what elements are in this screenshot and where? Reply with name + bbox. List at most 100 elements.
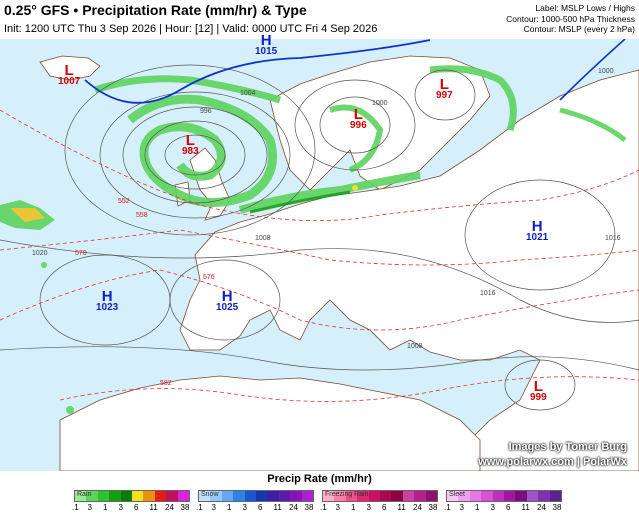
thickness-line-2 [0,229,639,266]
pressure-value: 1021 [526,232,549,243]
pressure-value: 983 [182,146,199,157]
pressure-letter: L [185,132,195,149]
map-subtitle: Init: 1200 UTC Thu 3 Sep 2026 | Hour: [1… [4,23,378,35]
pressure-center-h-1025: H 1025 [216,288,238,313]
isobar-label: 1016 [480,290,496,297]
precip-ne [429,65,517,132]
land-masses [39,55,639,471]
thickness-label: 552 [118,198,130,205]
precip-cell-1 [41,262,47,268]
isobar-ring-2 [144,120,246,190]
precip-legend: Precip Rate (mm/hr) Rain .1 3 1 3 6 11 24 38 Sn… [0,471,639,522]
contour-legend: Label: MSLP Lows / Highs Contour: 1000-5… [506,3,635,35]
isobar-ring-11 [464,179,616,291]
precip-scandinavia [329,104,384,173]
pressure-value: 1007 [58,76,81,87]
precip-atlantic-core [10,208,45,222]
colorbar-rain-label: Rain [77,491,92,498]
isobar-ring-10 [169,259,281,341]
land-continent [179,69,639,471]
weather-map [0,39,639,471]
isobar-line-1 [0,239,639,323]
isobar-ring-5 [64,64,316,236]
isobar-label: 1000 [372,100,388,107]
isobar-ring-8 [414,69,476,121]
precip-band-inner [249,190,351,214]
pressure-value: 1023 [96,302,119,313]
thickness-line-3 [0,269,639,331]
pressure-value: 996 [350,120,367,131]
front-line [84,39,431,104]
colorbar-snow [198,490,314,502]
pressure-value: 1015 [255,46,278,57]
colorbar-snow-label: Snow [201,491,219,498]
pressure-center-l-983: L 983 [182,132,199,157]
pressure-value: 999 [530,392,547,403]
colorbar-freezing-rain-label: Freezing Rain [325,491,369,498]
precip-areas [0,65,627,414]
isobar-line-2 [0,346,639,371]
thickness-contours [0,109,639,402]
pressure-letter: L [533,378,543,395]
pressure-center-h-1023: H 1023 [96,288,118,313]
colorbar-freezing-rain [322,490,438,502]
pressure-center-l-1007: L 1007 [58,62,80,87]
isobar-label: 1020 [32,250,48,257]
isobar-label: 1008 [255,235,271,242]
credit-author: Images by Tomer Burg [508,441,627,453]
isobar-ring-6 [319,96,391,154]
pressure-letter: H [260,32,272,49]
front-line-east [559,39,626,101]
pressure-center-h-1015: H 1015 [255,32,277,57]
land-north-africa [59,375,481,471]
colorbar-freezing-rain-ticks: .1 3 1 3 6 11 24 38 [320,503,438,512]
isobar-label: 1000 [598,68,614,75]
precip-band-europe [238,171,421,214]
pressure-letter: L [64,62,74,79]
precip-band-north [93,75,282,104]
colorbar-rain-ticks: .1 3 1 3 6 11 24 38 [72,503,190,512]
legend-line-mslp: Contour: MSLP (every 2 hPa) [523,24,635,34]
colorbar-snow-ticks: .1 3 1 3 6 11 24 38 [196,503,314,512]
legend-line-thickness: Contour: 1000-500 hPa Thickness [506,13,635,24]
precip-legend-title: Precip Rate (mm/hr) [267,473,372,485]
pressure-value: 1025 [216,302,239,313]
map-title: 0.25° GFS • Precipitation Rate (mm/hr) &… [4,2,307,18]
pressure-letter: H [101,288,113,305]
colorbar-sleet [446,490,562,502]
thickness-label: 582 [160,380,172,387]
pressure-center-l-996: L 996 [350,106,367,131]
thickness-line-4 [59,376,639,402]
pressure-center-l-997: L 997 [436,76,453,101]
thickness-label: 558 [136,212,148,219]
colorbar-sleet-ticks: .1 3 1 3 6 11 24 38 [444,503,562,512]
land-scandinavia [269,55,491,191]
pressure-letter: H [221,288,233,305]
isobar-label: 1008 [407,343,423,350]
isobars [0,64,639,411]
isobar-label: 1004 [240,90,256,97]
isobar-ring-3 [122,106,268,204]
header: 0.25° GFS • Precipitation Rate (mm/hr) &… [0,0,639,39]
land-iceland [39,55,101,81]
thickness-label: 570 [75,250,87,257]
pressure-letter: H [531,218,543,235]
pressure-center-l-999: L 999 [530,378,547,403]
pressure-letter: L [353,106,363,123]
colorbar-rain [74,490,190,502]
thickness-label: 576 [203,274,215,281]
pressure-value: 997 [436,90,453,101]
pressure-letter: L [439,76,449,93]
precip-low-spiral [127,94,277,207]
legend-line-labels: Label: MSLP Lows / Highs [535,3,635,13]
thickness-line-1 [0,109,639,222]
colorbar-sleet-label: Sleet [449,491,465,498]
isobar-label: 996 [200,108,212,115]
pressure-center-h-1021: H 1021 [526,218,548,243]
isobar-ring-1 [164,134,226,176]
credit-website: www.polarwx.com | PolarWx [478,456,627,468]
precip-cell-3 [352,185,358,191]
precip-cell-2 [66,406,74,414]
isobar-ring-4 [99,91,291,219]
precip-ne-east [559,107,627,142]
